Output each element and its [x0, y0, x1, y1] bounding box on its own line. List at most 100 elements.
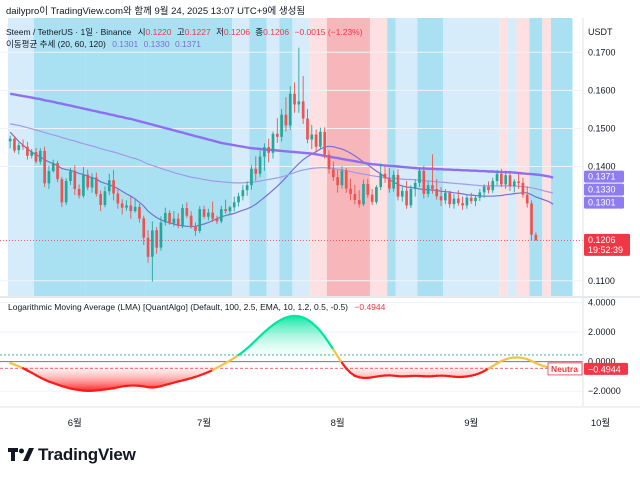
candle[interactable]: [375, 185, 378, 205]
candle[interactable]: [400, 186, 404, 202]
candle[interactable]: [176, 213, 180, 229]
candle[interactable]: [517, 173, 520, 189]
candle[interactable]: [500, 168, 503, 188]
candle[interactable]: [521, 177, 525, 198]
candle[interactable]: [13, 136, 16, 153]
candle[interactable]: [30, 149, 34, 159]
candle[interactable]: [43, 146, 46, 188]
candle[interactable]: [107, 173, 111, 196]
candle[interactable]: [370, 188, 374, 205]
candle[interactable]: [47, 165, 51, 189]
candle[interactable]: [159, 216, 163, 251]
candle[interactable]: [336, 169, 339, 193]
candle[interactable]: [146, 230, 150, 263]
candle[interactable]: [8, 135, 12, 149]
candle[interactable]: [413, 179, 417, 197]
candle[interactable]: [250, 165, 253, 190]
candle[interactable]: [241, 185, 245, 201]
candle[interactable]: [103, 186, 107, 208]
candle[interactable]: [525, 186, 529, 208]
candle[interactable]: [508, 171, 512, 191]
candle[interactable]: [69, 167, 72, 186]
lma-oscillator[interactable]: [0, 314, 583, 393]
candle[interactable]: [168, 210, 171, 225]
candle[interactable]: [237, 192, 240, 207]
candle[interactable]: [181, 204, 184, 229]
candle[interactable]: [151, 221, 154, 282]
candle[interactable]: [120, 199, 124, 215]
candle[interactable]: [392, 170, 395, 192]
candle[interactable]: [439, 187, 443, 207]
candle[interactable]: [306, 109, 309, 144]
candle[interactable]: [280, 109, 283, 142]
candle[interactable]: [379, 163, 383, 191]
candle[interactable]: [340, 166, 344, 189]
candle[interactable]: [478, 188, 482, 202]
candle[interactable]: [314, 129, 318, 151]
oscillator-axis[interactable]: 4.0000 2.0000 0.0000 −2.0000 Neutra −0.4944: [547, 297, 628, 396]
candle[interactable]: [263, 143, 266, 171]
tradingview-logo[interactable]: TradingView: [8, 444, 136, 466]
candle[interactable]: [224, 199, 227, 214]
time-axis[interactable]: 6월 7월 8월 9월 10월: [68, 417, 610, 429]
candle[interactable]: [155, 227, 158, 254]
candle[interactable]: [125, 200, 128, 211]
candle[interactable]: [469, 192, 473, 204]
candle[interactable]: [219, 205, 223, 224]
candle[interactable]: [452, 193, 456, 209]
candle[interactable]: [534, 232, 538, 241]
candle[interactable]: [172, 211, 176, 227]
candle[interactable]: [38, 148, 42, 165]
candle[interactable]: [444, 188, 447, 205]
candle[interactable]: [258, 150, 262, 178]
candle[interactable]: [353, 184, 357, 205]
candle[interactable]: [275, 118, 279, 143]
candle[interactable]: [284, 97, 288, 132]
candle[interactable]: [461, 196, 464, 210]
candle[interactable]: [215, 215, 219, 225]
candle[interactable]: [129, 196, 133, 219]
candle[interactable]: [77, 184, 81, 199]
candle[interactable]: [211, 201, 215, 222]
candle[interactable]: [245, 181, 249, 196]
candle[interactable]: [448, 190, 452, 208]
candle[interactable]: [82, 166, 85, 198]
candle[interactable]: [26, 141, 29, 160]
candle[interactable]: [207, 208, 210, 221]
candle[interactable]: [349, 178, 352, 201]
candle[interactable]: [474, 195, 477, 207]
candle[interactable]: [504, 170, 508, 189]
candle[interactable]: [405, 180, 408, 209]
candle[interactable]: [254, 156, 258, 181]
candle[interactable]: [202, 205, 206, 219]
candle[interactable]: [112, 169, 115, 201]
candle[interactable]: [491, 177, 495, 193]
candle[interactable]: [138, 203, 141, 223]
candle[interactable]: [456, 190, 460, 206]
candle[interactable]: [388, 168, 391, 193]
candle[interactable]: [319, 127, 322, 150]
candle[interactable]: [94, 172, 98, 197]
candle[interactable]: [116, 188, 120, 209]
candle[interactable]: [418, 167, 421, 188]
candle[interactable]: [366, 178, 370, 198]
candle[interactable]: [465, 195, 469, 209]
candle[interactable]: [323, 127, 327, 159]
candle[interactable]: [185, 202, 189, 218]
candle[interactable]: [512, 179, 516, 193]
candle[interactable]: [198, 206, 202, 234]
candle[interactable]: [431, 154, 434, 194]
candle[interactable]: [310, 125, 314, 150]
candle[interactable]: [60, 176, 64, 207]
candle[interactable]: [487, 181, 490, 194]
candle[interactable]: [133, 199, 137, 213]
candle[interactable]: [327, 150, 331, 174]
candle[interactable]: [396, 169, 400, 201]
candle[interactable]: [288, 86, 292, 130]
candle[interactable]: [383, 165, 387, 183]
candle[interactable]: [530, 200, 533, 241]
candle[interactable]: [267, 138, 271, 163]
candle[interactable]: [409, 185, 413, 209]
candle[interactable]: [34, 147, 38, 164]
candle[interactable]: [482, 184, 486, 198]
